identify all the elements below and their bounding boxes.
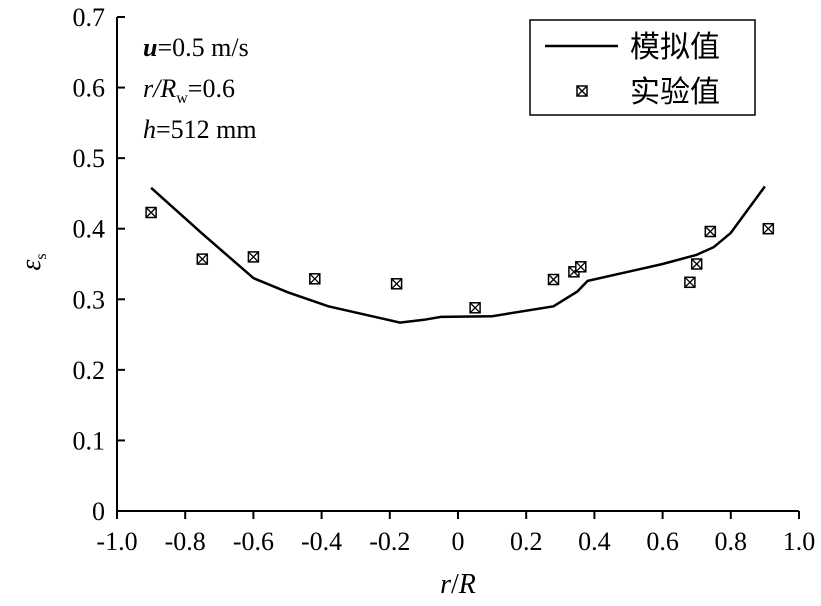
data-point-experimental bbox=[196, 253, 209, 265]
y-tick-label: 0.1 bbox=[73, 426, 106, 455]
y-tick-label: 0.5 bbox=[73, 144, 106, 173]
x-tick-label: -0.6 bbox=[233, 527, 274, 556]
x-tick-label: 0 bbox=[452, 527, 465, 556]
data-point-experimental bbox=[575, 261, 587, 273]
x-tick-label: 0.8 bbox=[715, 527, 748, 556]
parameter-annotations: u=0.5 m/s r/Rw=0.6 h=512 mm bbox=[143, 33, 257, 144]
annotation-velocity: u=0.5 m/s bbox=[143, 33, 249, 62]
data-point-experimental bbox=[704, 225, 717, 238]
data-point-experimental bbox=[762, 222, 775, 235]
legend-label-experimental: 实验值 bbox=[630, 76, 720, 109]
annotation-ratio: r/Rw=0.6 bbox=[143, 74, 235, 107]
legend: 模拟值 实验值 bbox=[529, 19, 756, 116]
x-tick-label: 1.0 bbox=[783, 527, 816, 556]
data-point-experimental bbox=[469, 302, 481, 314]
legend-swatch-experimental bbox=[576, 85, 588, 97]
x-tick-label: -0.8 bbox=[165, 527, 206, 556]
series-line-simulated bbox=[150, 185, 766, 324]
x-tick-label: -0.2 bbox=[369, 527, 410, 556]
data-point-experimental bbox=[390, 278, 403, 290]
annotation-height: h=512 mm bbox=[143, 115, 257, 144]
x-tick-label: 0.6 bbox=[646, 527, 679, 556]
data-point-experimental bbox=[690, 258, 703, 270]
y-tick-label: 0.6 bbox=[73, 74, 106, 103]
data-point-experimental bbox=[684, 276, 696, 289]
data-point-experimental bbox=[145, 206, 157, 219]
x-tick-label: -0.4 bbox=[301, 527, 342, 556]
x-tick-label: 0.2 bbox=[510, 527, 543, 556]
y-tick-label: 0.7 bbox=[73, 3, 106, 32]
x-tick-label: -1.0 bbox=[96, 527, 137, 556]
x-tick-label: 0.4 bbox=[578, 527, 611, 556]
series-markers-experimental bbox=[145, 206, 775, 314]
y-tick-label: 0.2 bbox=[73, 356, 106, 385]
y-tick-label: 0.3 bbox=[73, 285, 106, 314]
x-axis-ticks: -1.0 -0.8 -0.6 -0.4 -0.2 0 0.2 0.4 0.6 0.8 1.0 bbox=[96, 511, 815, 556]
data-point-experimental bbox=[247, 251, 260, 263]
y-axis-ticks: 0 0.1 0.2 0.3 0.4 0.5 0.6 0.7 bbox=[73, 3, 125, 526]
data-point-experimental bbox=[309, 273, 321, 285]
y-tick-label: 0.4 bbox=[73, 215, 106, 244]
y-tick-label: 0 bbox=[92, 497, 105, 526]
x-axis-title: r/R bbox=[440, 569, 476, 600]
y-axis-title: εs bbox=[16, 253, 50, 270]
legend-label-simulated: 模拟值 bbox=[630, 31, 720, 64]
legend-box bbox=[529, 19, 756, 116]
data-point-experimental bbox=[547, 273, 560, 286]
